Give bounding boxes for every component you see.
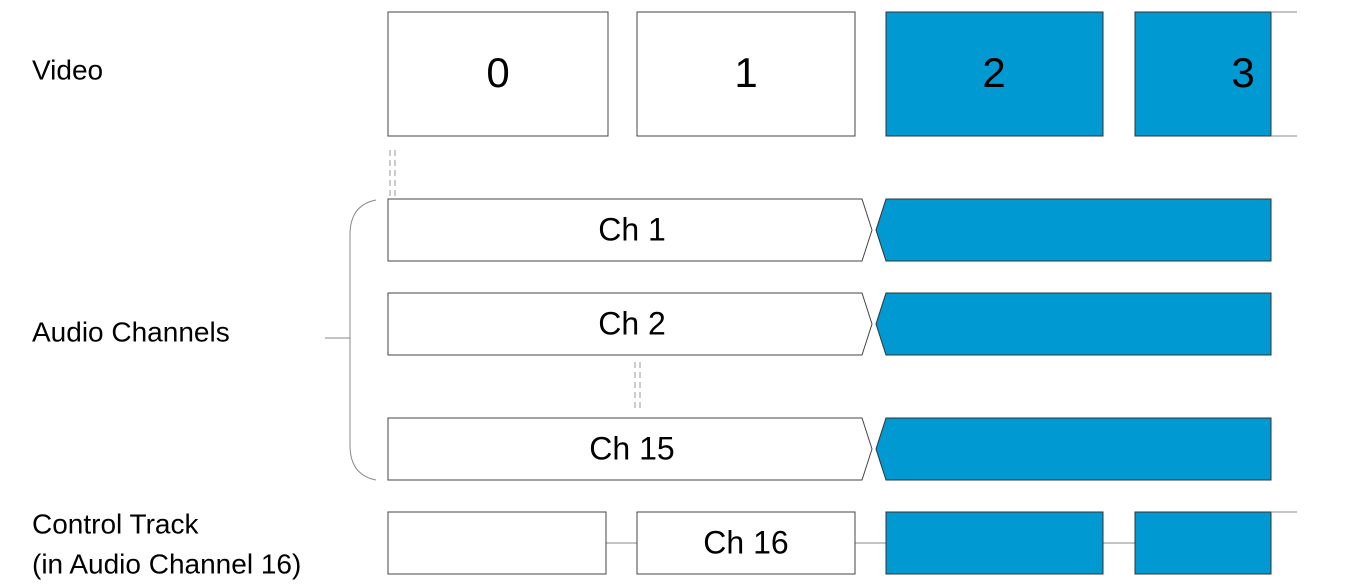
audio-row: Ch 1 — [387, 198, 1272, 262]
segment — [387, 417, 873, 481]
frame — [885, 11, 1104, 137]
audio-row: Ch 2 — [387, 292, 1272, 356]
brace — [325, 199, 377, 481]
frame — [387, 11, 609, 137]
control-block — [387, 511, 607, 575]
frame — [1134, 11, 1272, 137]
frame-continuation — [1271, 11, 1297, 137]
row-label: Video — [32, 54, 103, 85]
audio-row: Ch 15 — [387, 417, 1272, 481]
row-label: (in Audio Channel 16) — [32, 548, 301, 579]
segment — [875, 417, 1272, 481]
frame — [636, 11, 856, 137]
channel-label: Ch 2 — [598, 305, 666, 341]
frame-number: 3 — [1231, 49, 1254, 96]
control-block — [1134, 511, 1272, 575]
row-label: Audio Channels — [32, 316, 230, 347]
channel-label: Ch 16 — [703, 524, 788, 560]
control-block — [636, 511, 856, 575]
segment — [875, 198, 1272, 262]
control-block — [885, 511, 1104, 575]
segment — [387, 292, 873, 356]
channel-label: Ch 1 — [598, 211, 666, 247]
segment — [875, 292, 1272, 356]
dashed-link — [389, 150, 396, 196]
segment — [387, 198, 873, 262]
frame-number: 0 — [486, 49, 509, 96]
row-label: Control Track — [32, 508, 199, 539]
channel-label: Ch 15 — [589, 430, 674, 466]
dashed-link — [634, 362, 641, 412]
frame-number: 1 — [734, 49, 757, 96]
frame-number: 2 — [982, 49, 1005, 96]
